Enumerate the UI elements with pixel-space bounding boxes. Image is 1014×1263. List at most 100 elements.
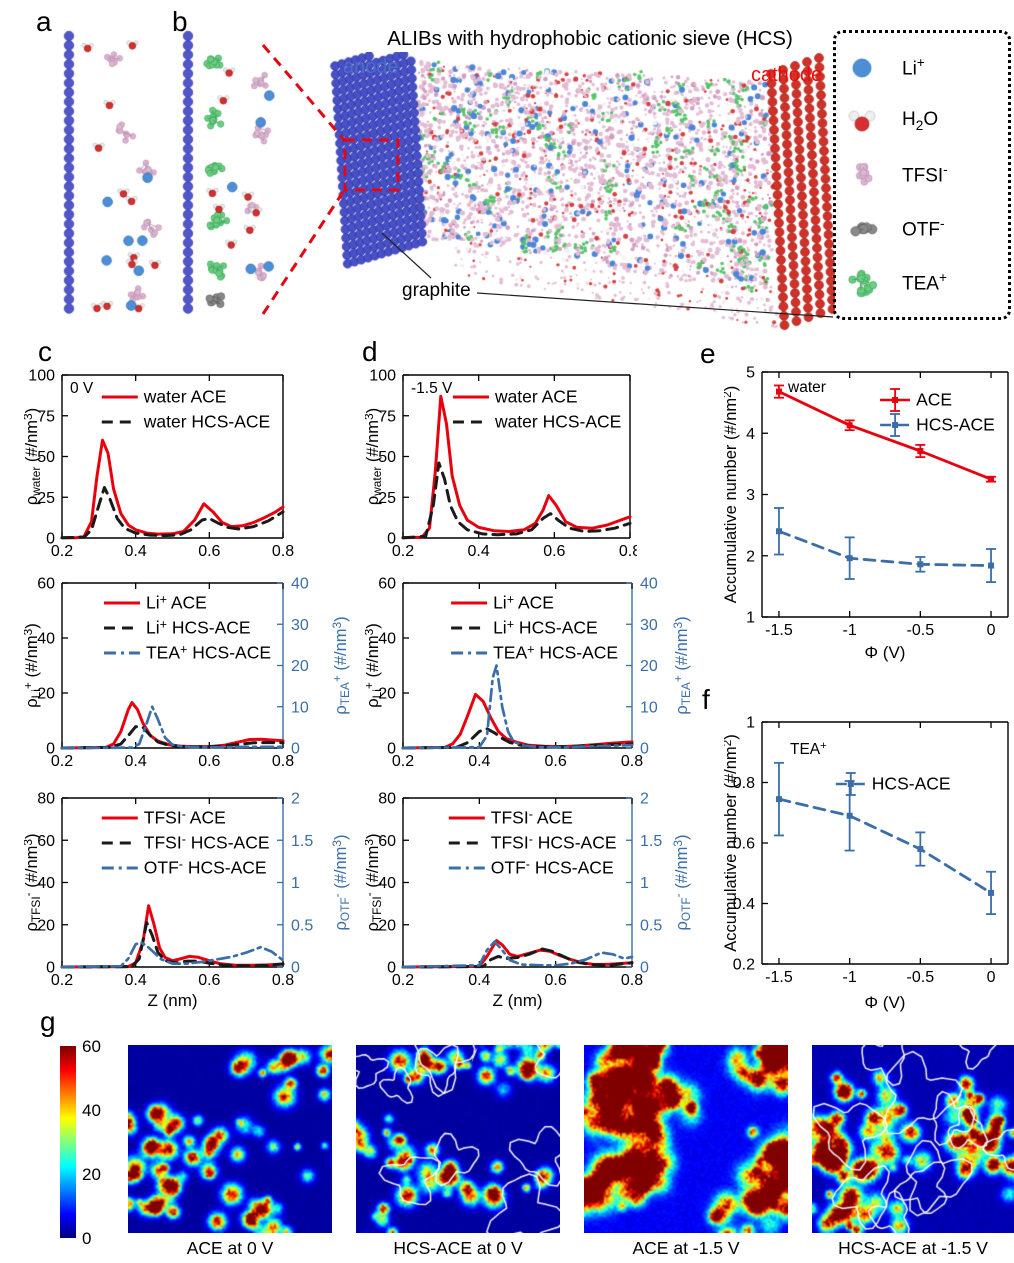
svg-text:40: 40 bbox=[37, 631, 55, 648]
heatmap-caption-2: HCS-ACE at 0 V bbox=[393, 1238, 523, 1258]
panel-b-slab-snapshot bbox=[178, 28, 283, 323]
svg-text:1.5: 1.5 bbox=[640, 833, 662, 850]
graphite-label: graphite bbox=[402, 280, 471, 301]
svg-text:OTF- HCS-ACE: OTF- HCS-ACE bbox=[491, 858, 614, 878]
svg-text:ρTEA+ (#/nm3): ρTEA+ (#/nm3) bbox=[330, 616, 352, 714]
svg-text:0.8: 0.8 bbox=[621, 753, 643, 766]
svg-text:TFSI- ACE: TFSI- ACE bbox=[144, 808, 226, 828]
svg-text:0.8: 0.8 bbox=[621, 972, 643, 989]
svg-text:ρwater (#/nm3): ρwater (#/nm3) bbox=[365, 408, 384, 505]
svg-text:0: 0 bbox=[640, 741, 649, 758]
svg-text:0.6: 0.6 bbox=[198, 543, 220, 558]
anode-label: anode bbox=[343, 56, 399, 78]
svg-text:HCS-ACE: HCS-ACE bbox=[872, 774, 951, 794]
svg-text:10: 10 bbox=[291, 699, 309, 716]
svg-text:-1.5: -1.5 bbox=[765, 622, 793, 639]
svg-text:60: 60 bbox=[378, 833, 396, 850]
svg-text:10: 10 bbox=[640, 699, 658, 716]
svg-text:Li+ ACE: Li+ ACE bbox=[146, 593, 207, 613]
svg-text:2: 2 bbox=[291, 791, 300, 808]
chart-accumulative-tea: -1.5 -1 -0.5 0 0.2 0.4 0.6 0.8 1 Accumulative num… bbox=[720, 702, 1014, 1014]
svg-text:100: 100 bbox=[369, 368, 396, 385]
legend-item-li: Li+ bbox=[842, 42, 1002, 94]
svg-text:water ACE: water ACE bbox=[143, 387, 227, 407]
svg-text:-1.5: -1.5 bbox=[765, 969, 793, 986]
svg-text:TFSI- ACE: TFSI- ACE bbox=[491, 808, 573, 828]
svg-text:0.8: 0.8 bbox=[619, 543, 637, 558]
heatmap-hcsace-m15v bbox=[812, 1045, 1014, 1233]
panel-a-snapshot bbox=[55, 28, 170, 323]
legend-item-tea: TEA+ bbox=[842, 256, 1002, 308]
svg-text:0: 0 bbox=[987, 622, 996, 639]
svg-text:75: 75 bbox=[37, 408, 55, 425]
svg-text:0.4: 0.4 bbox=[468, 972, 490, 989]
svg-text:-0.5: -0.5 bbox=[907, 622, 935, 639]
legend-label-tfsi: TFSI- bbox=[902, 162, 948, 187]
svg-text:0.2: 0.2 bbox=[392, 543, 414, 558]
svg-text:0.8: 0.8 bbox=[733, 775, 755, 792]
svg-text:80: 80 bbox=[37, 791, 55, 808]
svg-text:ACE: ACE bbox=[916, 390, 952, 410]
cathode-label: cathode bbox=[751, 64, 823, 86]
panel-label-a: a bbox=[36, 6, 52, 37]
colorbar-tick-60: 60 bbox=[82, 1037, 101, 1056]
svg-text:0: 0 bbox=[46, 741, 55, 758]
svg-text:40: 40 bbox=[37, 875, 55, 892]
svg-text:Accumulative number (#/nm2): Accumulative number (#/nm2) bbox=[724, 734, 740, 952]
heatmap-caption-4: HCS-ACE at -1.5 V bbox=[838, 1238, 988, 1258]
svg-text:0.4: 0.4 bbox=[125, 753, 147, 766]
svg-text:0.4: 0.4 bbox=[468, 753, 490, 766]
svg-text:2: 2 bbox=[640, 791, 649, 808]
svg-text:ρOTF- (#/nm3): ρOTF- (#/nm3) bbox=[671, 835, 693, 931]
svg-text:0.2: 0.2 bbox=[392, 972, 414, 989]
chart-water-0v: 0.2 0.4 0.6 0.8 0 25 50 75 100 ρwater (#/nm3) 0 V w… bbox=[21, 362, 296, 561]
svg-text:Z (nm): Z (nm) bbox=[147, 991, 197, 1010]
svg-text:0.6: 0.6 bbox=[545, 972, 567, 989]
svg-text:20: 20 bbox=[378, 686, 396, 703]
water-icon bbox=[842, 98, 888, 145]
svg-text:TFSI- HCS-ACE: TFSI- HCS-ACE bbox=[144, 833, 270, 853]
svg-text:Li+ HCS-ACE: Li+ HCS-ACE bbox=[493, 618, 598, 638]
tfsi-icon bbox=[842, 151, 888, 198]
chart-accumulative-water: -1.5 -1 -0.5 0 1 2 3 4 5 Accumulative number (#/n… bbox=[720, 352, 1014, 664]
svg-text:water HCS-ACE: water HCS-ACE bbox=[494, 412, 621, 432]
svg-text:0 V: 0 V bbox=[70, 380, 94, 397]
svg-text:25: 25 bbox=[378, 490, 396, 507]
svg-text:0.8: 0.8 bbox=[272, 753, 294, 766]
panel-label-g: g bbox=[40, 1006, 56, 1037]
svg-text:2: 2 bbox=[746, 548, 755, 565]
colorbar bbox=[60, 1046, 76, 1238]
legend-label-tea: TEA+ bbox=[902, 269, 947, 294]
svg-text:0.6: 0.6 bbox=[543, 543, 565, 558]
tea-icon bbox=[842, 259, 888, 306]
svg-text:0.6: 0.6 bbox=[198, 972, 220, 989]
svg-text:0: 0 bbox=[291, 741, 300, 758]
svg-text:1: 1 bbox=[640, 875, 649, 892]
svg-text:20: 20 bbox=[378, 917, 396, 934]
li-icon bbox=[842, 44, 888, 91]
svg-text:0.6: 0.6 bbox=[733, 836, 755, 853]
svg-text:-0.5: -0.5 bbox=[907, 969, 935, 986]
simulation-box-snapshot bbox=[325, 52, 835, 332]
svg-text:TEA+ HCS-ACE: TEA+ HCS-ACE bbox=[493, 643, 618, 663]
svg-text:25: 25 bbox=[37, 490, 55, 507]
svg-text:Φ (V): Φ (V) bbox=[865, 643, 906, 662]
svg-text:0.5: 0.5 bbox=[291, 917, 313, 934]
svg-text:Li+ ACE: Li+ ACE bbox=[493, 593, 554, 613]
svg-text:HCS-ACE: HCS-ACE bbox=[916, 415, 995, 435]
svg-text:80: 80 bbox=[378, 791, 396, 808]
svg-text:OTF- HCS-ACE: OTF- HCS-ACE bbox=[144, 858, 267, 878]
heatmap-hcsace-0v bbox=[356, 1045, 560, 1233]
svg-text:0.6: 0.6 bbox=[198, 753, 220, 766]
svg-text:Accumulative number (#/nm2): Accumulative number (#/nm2) bbox=[724, 386, 740, 604]
svg-text:ρOTF- (#/nm3): ρOTF- (#/nm3) bbox=[330, 835, 352, 931]
legend-item-tfsi: TFSI- bbox=[842, 149, 1002, 201]
svg-text:20: 20 bbox=[291, 658, 309, 675]
svg-text:40: 40 bbox=[378, 631, 396, 648]
species-legend: Li+ H2O TFSI- OTF- TEA+ bbox=[833, 30, 1011, 320]
svg-text:0: 0 bbox=[640, 960, 649, 977]
